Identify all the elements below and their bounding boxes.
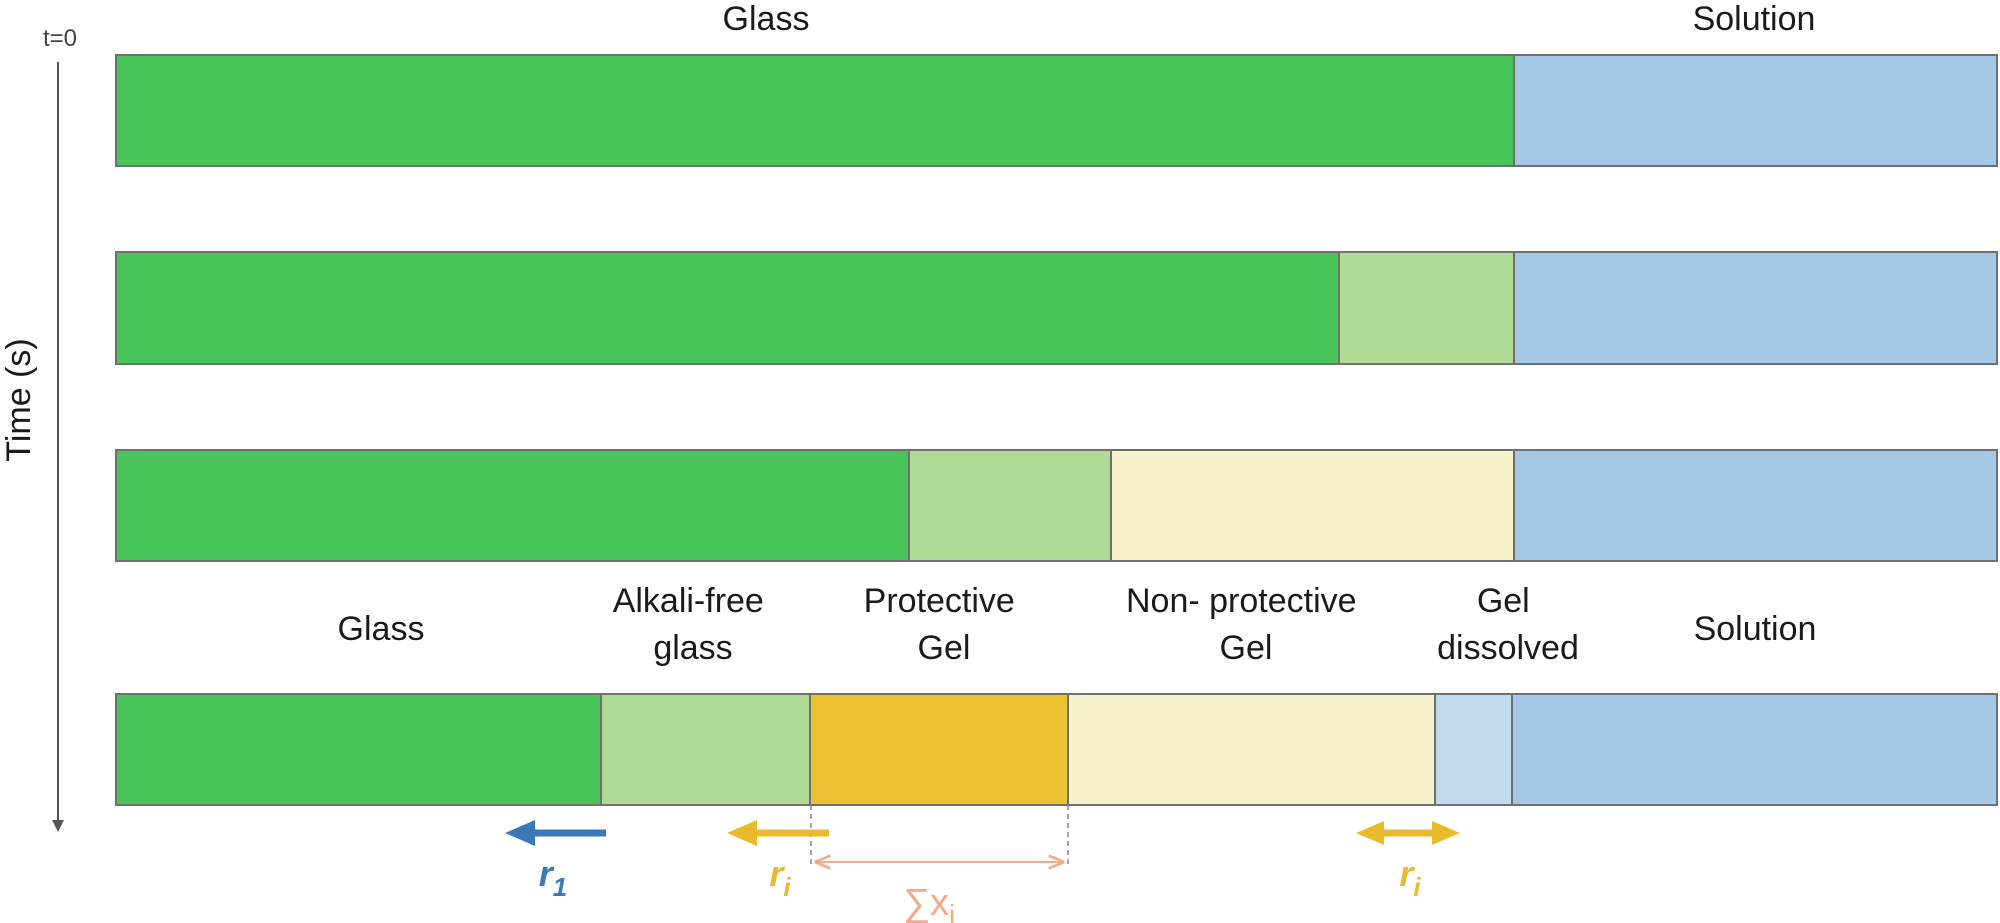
label-solution: Solution [1694,610,1817,648]
rate-ri-left: ri [769,853,791,902]
row1-solution [1513,54,1998,167]
row3-solution [1513,449,1998,562]
row4-alkali-free-glass [600,693,811,806]
stage-row-4 [115,693,1998,806]
stage-row-1 [115,54,1998,167]
row4-protective-gel [809,693,1069,806]
stage-row-2 [115,251,1998,365]
ri-left-arrow-icon [727,820,829,846]
row4-glass [115,693,602,806]
label-protective-gel: Protective Gel [864,582,1025,667]
label-non-protective-gel: Non- protective Gel [1126,582,1366,667]
ri-right-double-arrow-icon [1356,821,1460,845]
label-glass: Glass [338,610,425,648]
row1-glass [115,54,1515,167]
row2-alkali-free-glass [1338,251,1515,365]
row4-solution [1511,693,1998,806]
bottom-labels: Glass Alkali-free glass Protective Gel N… [338,582,1817,667]
row4-gel-dissolved [1434,693,1513,806]
stage-row-3 [115,449,1998,562]
row3-non-protective-gel [1110,449,1515,562]
rate-ri-right: ri [1399,853,1421,902]
row3-alkali-free-glass [908,449,1112,562]
time-axis: t=0 Time (s) [0,25,77,832]
row2-solution [1513,251,1998,365]
r1-arrow-icon [505,820,606,846]
top-label-solution: Solution [1693,0,1816,38]
row4-non-protective-gel [1067,693,1436,806]
label-gel-dissolved: Gel dissolved [1437,582,1579,667]
label-alkali-free-glass: Alkali-free glass [613,582,774,667]
time-axis-label: Time (s) [0,338,38,461]
sum-xi-label: ∑xi [903,882,955,923]
row2-glass [115,251,1340,365]
time-start-label: t=0 [43,25,77,52]
rate-r1: r1 [539,853,567,902]
row3-glass [115,449,910,562]
top-label-glass: Glass [723,0,810,38]
